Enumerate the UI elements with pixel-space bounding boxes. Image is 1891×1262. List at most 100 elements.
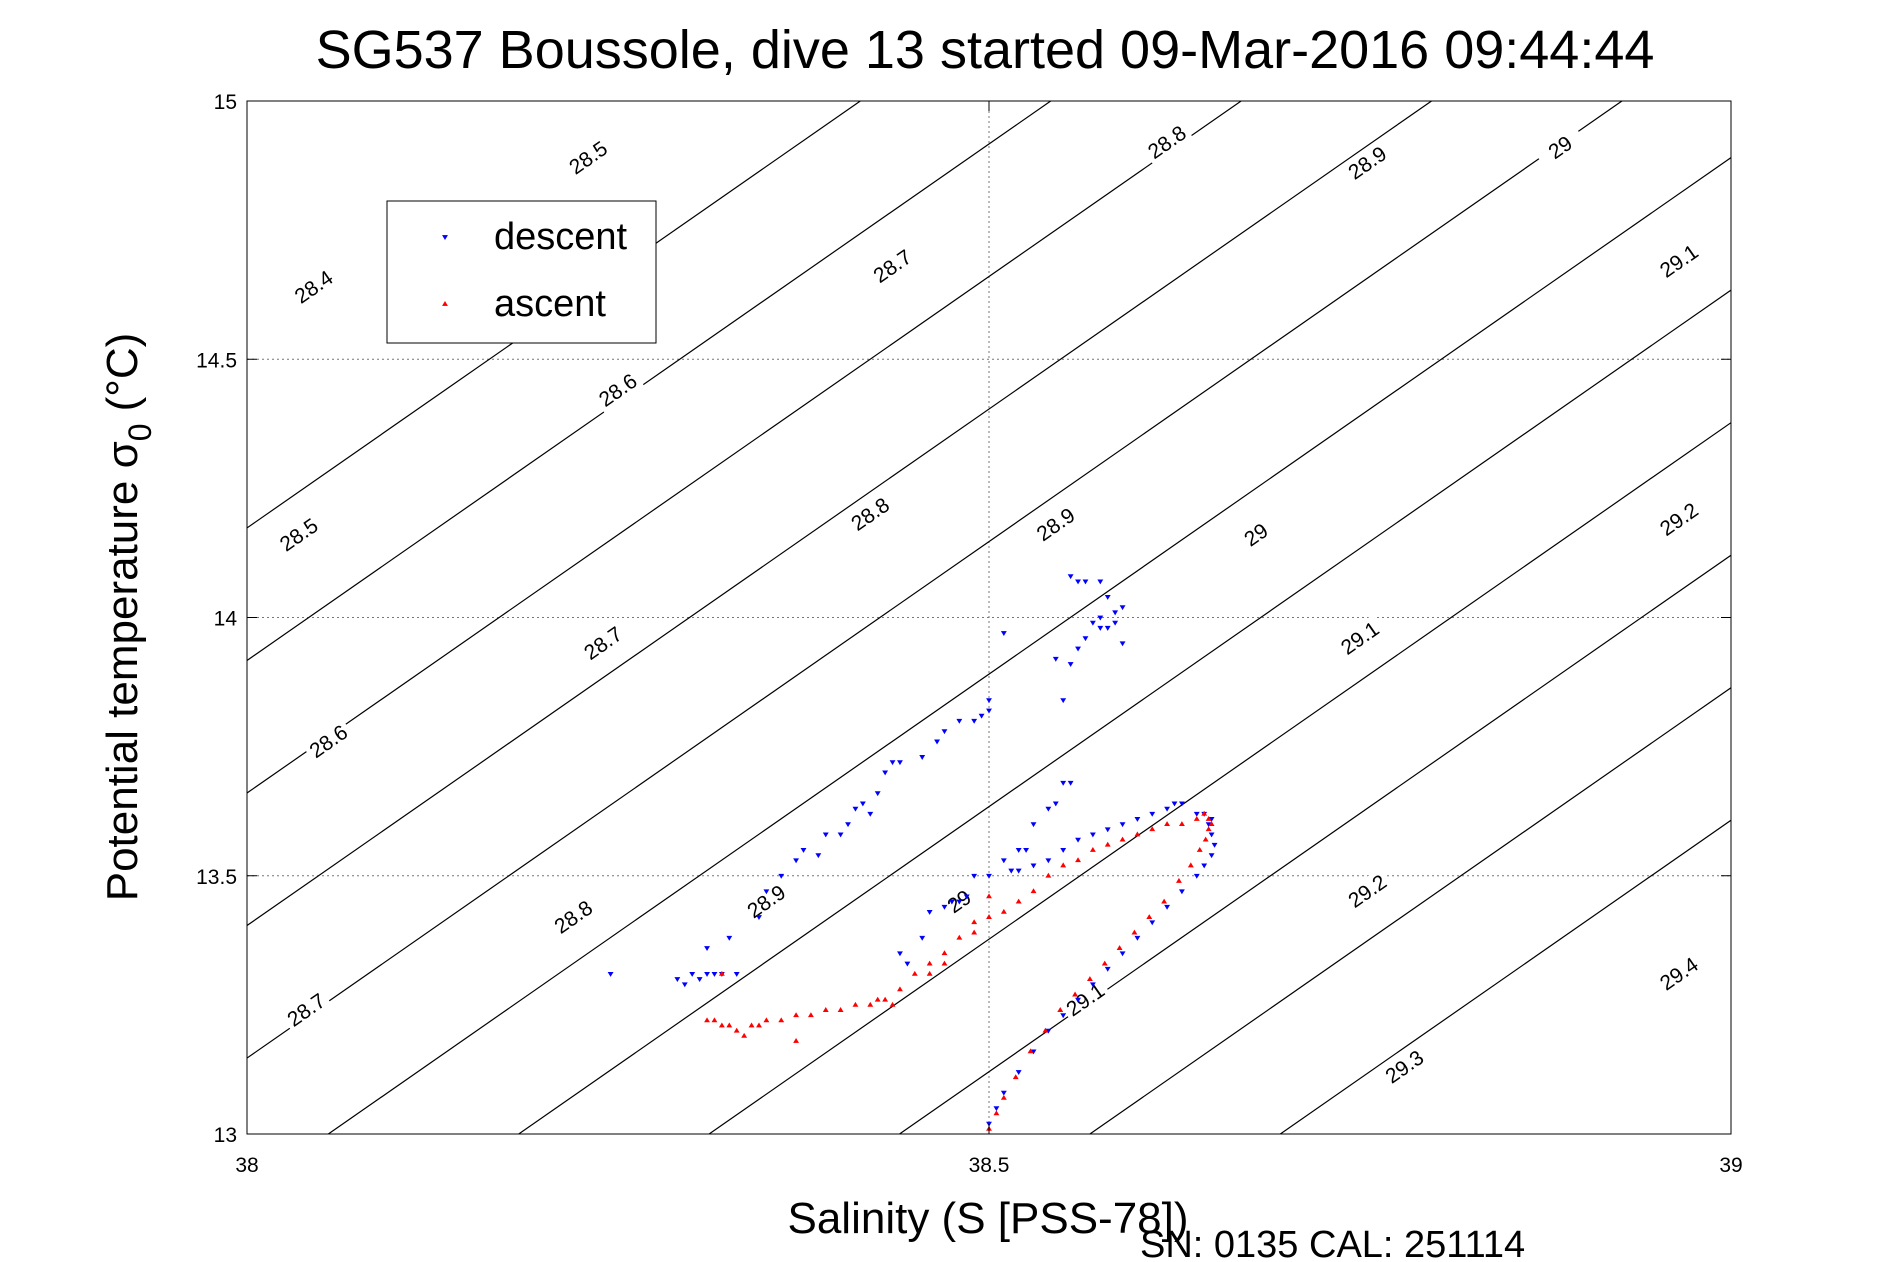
ascent-point xyxy=(971,919,978,925)
descent-point xyxy=(852,806,859,812)
descent-point xyxy=(986,708,992,714)
chart-title: SG537 Boussole, dive 13 started 09-Mar-2… xyxy=(316,20,1655,80)
axis-ticks: 38 38.5 39 13 13.5 14 14.5 15 xyxy=(196,91,1743,1177)
ascent-point xyxy=(993,1110,1000,1116)
descent-point xyxy=(934,739,940,745)
y-axis-label-subscript: 0 xyxy=(122,423,158,441)
ascent-point xyxy=(1146,914,1153,919)
descent-point xyxy=(859,801,866,807)
legend-label-descent: descent xyxy=(494,216,628,258)
descent-point xyxy=(1089,620,1096,626)
descent-point xyxy=(822,832,829,838)
ascent-point xyxy=(926,970,933,976)
ascent-point xyxy=(1030,888,1037,894)
descent-point xyxy=(837,832,844,838)
descent-point xyxy=(1097,579,1104,585)
ascent-point xyxy=(1201,810,1208,816)
descent-point xyxy=(1193,873,1200,879)
descent-point xyxy=(956,718,963,724)
legend-marker-descent xyxy=(442,235,448,240)
legend-box xyxy=(386,200,657,344)
ascent-point xyxy=(1131,929,1138,935)
descent-point xyxy=(704,971,710,977)
isopycnal-label-mask xyxy=(1340,867,1394,915)
descent-point xyxy=(1052,801,1059,807)
descent-point xyxy=(756,915,762,921)
descent-point xyxy=(897,951,903,957)
descent-point xyxy=(897,760,903,766)
descent-point xyxy=(1030,863,1037,869)
ascent-point xyxy=(897,986,903,992)
ascent-point xyxy=(941,950,948,956)
ascent-point xyxy=(1101,960,1108,966)
isopycnal-label-mask xyxy=(1652,495,1706,543)
ascent-point xyxy=(1012,1074,1019,1080)
descent-point xyxy=(956,899,963,905)
ascent-point xyxy=(926,960,933,966)
ascent-point xyxy=(971,929,978,935)
ascent-point xyxy=(733,1027,740,1033)
ascent-point xyxy=(1164,821,1171,827)
ascent-point xyxy=(889,1001,896,1007)
descent-point xyxy=(971,873,978,879)
ascent-point xyxy=(1000,1094,1007,1100)
descent-point xyxy=(1030,822,1037,828)
descent-point xyxy=(1075,997,1081,1003)
descent-point xyxy=(1067,662,1074,667)
isopycnal-line xyxy=(708,421,1731,1134)
ascent-point xyxy=(1202,836,1209,842)
descent-point xyxy=(1060,1013,1067,1019)
isopycnal-label-mask xyxy=(576,619,630,667)
descent-point xyxy=(1060,780,1067,786)
descent-point xyxy=(1052,656,1059,662)
descent-point xyxy=(1134,817,1141,822)
isopycnal-line xyxy=(247,101,1432,927)
ascent-point xyxy=(1086,976,1093,981)
ascent-point xyxy=(986,914,992,919)
ascent-point xyxy=(1161,898,1168,904)
descent-point xyxy=(874,791,881,797)
ascent-point xyxy=(1119,836,1126,842)
descent-point xyxy=(867,811,874,817)
descent-point xyxy=(704,946,710,952)
ascent-point xyxy=(874,996,881,1002)
isopycnal-lines xyxy=(247,101,1731,1134)
isopycnal-line xyxy=(518,289,1731,1134)
serial-calibration-text: SN: 0135 CAL: 251114 xyxy=(1140,1224,1525,1262)
ascent-point xyxy=(793,1038,800,1043)
descent-point xyxy=(793,858,800,864)
descent-point xyxy=(1060,848,1067,853)
legend: descent ascent xyxy=(386,200,657,344)
descent-point xyxy=(1075,837,1081,843)
ascent-point xyxy=(718,970,725,976)
descent-point xyxy=(1119,641,1126,647)
descent-point xyxy=(763,889,770,895)
data-points xyxy=(607,574,1218,1131)
y-tick-label: 13.5 xyxy=(196,866,237,889)
ascent-point xyxy=(748,1022,755,1028)
ascent-point xyxy=(726,1022,733,1028)
descent-point xyxy=(926,910,933,915)
ascent-point xyxy=(956,934,963,940)
ascent-point xyxy=(1072,991,1079,997)
descent-point xyxy=(845,822,851,828)
isopycnal-label-mask xyxy=(1377,1043,1432,1091)
isopycnal-line xyxy=(899,554,1731,1134)
descent-point xyxy=(711,971,718,977)
y-axis-label-unit: (°C) xyxy=(98,333,147,412)
descent-point xyxy=(1067,574,1074,580)
descent-point xyxy=(1208,853,1215,859)
descent-point xyxy=(1119,822,1126,828)
ascent-point xyxy=(1000,908,1007,914)
descent-point xyxy=(1082,636,1089,642)
descent-point xyxy=(919,935,926,941)
descent-point xyxy=(1134,935,1141,941)
isopycnal-label-mask xyxy=(591,366,645,414)
descent-point xyxy=(1075,646,1081,652)
descent-point xyxy=(904,961,911,967)
descent-point xyxy=(681,982,688,988)
ascent-point xyxy=(867,1001,874,1007)
y-tick-label: 13 xyxy=(214,1124,237,1147)
isopycnal-label-mask xyxy=(561,134,615,182)
descent-point xyxy=(1000,1090,1007,1096)
